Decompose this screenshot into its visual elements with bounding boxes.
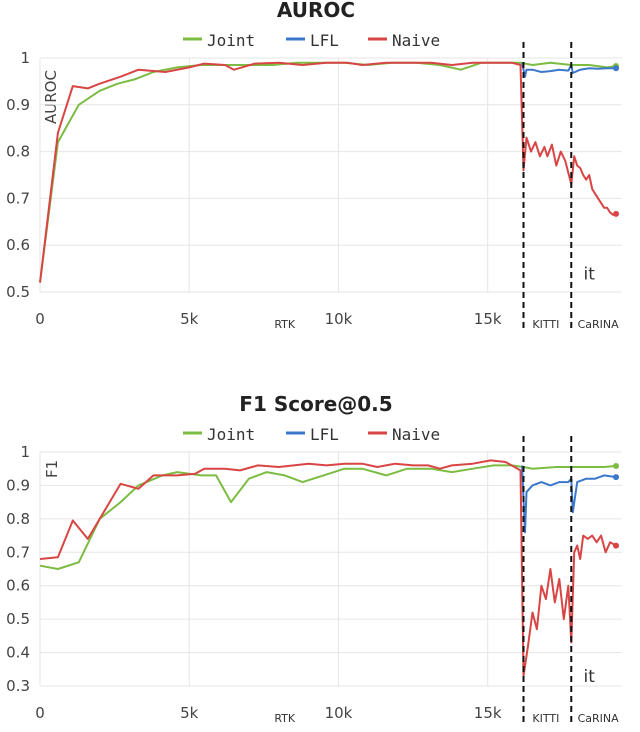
x-tick-labels: 0 5k 10k 15k — [35, 704, 502, 722]
x-tick-label: 0 — [35, 704, 45, 722]
legend-label-lfl: LFL — [310, 31, 339, 50]
y-tick-label: 0.8 — [6, 143, 30, 161]
f1-chart: F1 Score@0.5 Joint LFL Naive F1 0.30.40.… — [6, 392, 622, 726]
series-end-markers — [613, 62, 620, 217]
y-tick-labels: 0.5 0.6 0.7 0.8 0.9 1 — [6, 49, 30, 301]
legend-label-joint: Joint — [207, 31, 255, 50]
auroc-chart: AUROC Joint LFL Naive AUROC 0.5 0.6 0.7 0.8… — [6, 0, 622, 332]
series-end-marker-joint — [613, 463, 620, 470]
y-tick-label: 0.8 — [6, 510, 30, 528]
y-tick-label: 0.3 — [6, 677, 30, 695]
domain-dividers — [522, 436, 573, 726]
x-tick-label: 5k — [180, 704, 199, 722]
chart-title: AUROC — [277, 0, 355, 22]
series-line-naive — [39, 459, 617, 677]
domain-dividers — [522, 42, 573, 332]
region-label-carina: CaRINA — [578, 712, 620, 725]
series-line-joint — [39, 464, 617, 570]
region-label-rtk: RTK — [274, 712, 296, 725]
annotation-it: it — [583, 667, 595, 687]
legend: Joint LFL Naive — [183, 31, 440, 50]
legend-label-lfl: LFL — [310, 425, 339, 444]
x-tick-labels: 0 5k 10k 15k — [35, 310, 502, 328]
x-tick-label: 0 — [35, 310, 45, 328]
region-label-kitti: KITTI — [532, 712, 559, 725]
series-line-lfl — [521, 62, 616, 78]
y-tick-label: 0.6 — [6, 577, 30, 595]
region-label-kitti: KITTI — [532, 318, 559, 331]
x-tick-label: 15k — [474, 704, 502, 722]
legend-label-naive: Naive — [392, 425, 440, 444]
y-tick-label: 0.5 — [6, 283, 30, 301]
y-tick-label: 0.9 — [6, 96, 30, 114]
series-line-naive — [39, 61, 617, 283]
series-end-marker-naive — [613, 210, 620, 217]
series-lines — [39, 459, 617, 677]
series-end-marker-lfl — [613, 65, 620, 72]
y-tick-label: 0.9 — [6, 476, 30, 494]
y-tick-label: 1 — [20, 49, 30, 67]
legend-label-joint: Joint — [207, 425, 255, 444]
region-label-carina: CaRINA — [578, 318, 620, 331]
y-tick-label: 0.4 — [6, 644, 30, 662]
gridlines — [39, 57, 622, 293]
y-tick-label: 0.7 — [6, 543, 30, 561]
series-line-lfl — [521, 465, 617, 534]
y-tick-label: 1 — [20, 443, 30, 461]
y-axis-label: AUROC — [42, 70, 60, 124]
legend: Joint LFL Naive — [183, 425, 440, 444]
series-line-joint — [39, 61, 617, 283]
legend-label-naive: Naive — [392, 31, 440, 50]
x-tick-label: 10k — [325, 310, 353, 328]
y-tick-labels: 0.3 0.4 0.5 0.6 0.7 0.8 0.9 1 — [6, 443, 30, 695]
chart-title: F1 Score@0.5 — [239, 392, 392, 416]
region-label-rtk: RTK — [274, 318, 296, 331]
x-tick-label: 15k — [474, 310, 502, 328]
series-end-marker-naive — [613, 542, 620, 549]
x-tick-label: 10k — [325, 704, 353, 722]
annotation-it: it — [583, 264, 595, 284]
gridlines — [39, 451, 622, 687]
x-tick-label: 5k — [180, 310, 199, 328]
y-axis-label: F1 — [43, 460, 61, 478]
y-tick-label: 0.5 — [6, 610, 30, 628]
series-end-markers — [613, 463, 620, 549]
y-tick-label: 0.7 — [6, 189, 30, 207]
series-end-marker-lfl — [613, 474, 620, 481]
y-tick-label: 0.6 — [6, 236, 30, 254]
series-lines — [39, 61, 617, 283]
